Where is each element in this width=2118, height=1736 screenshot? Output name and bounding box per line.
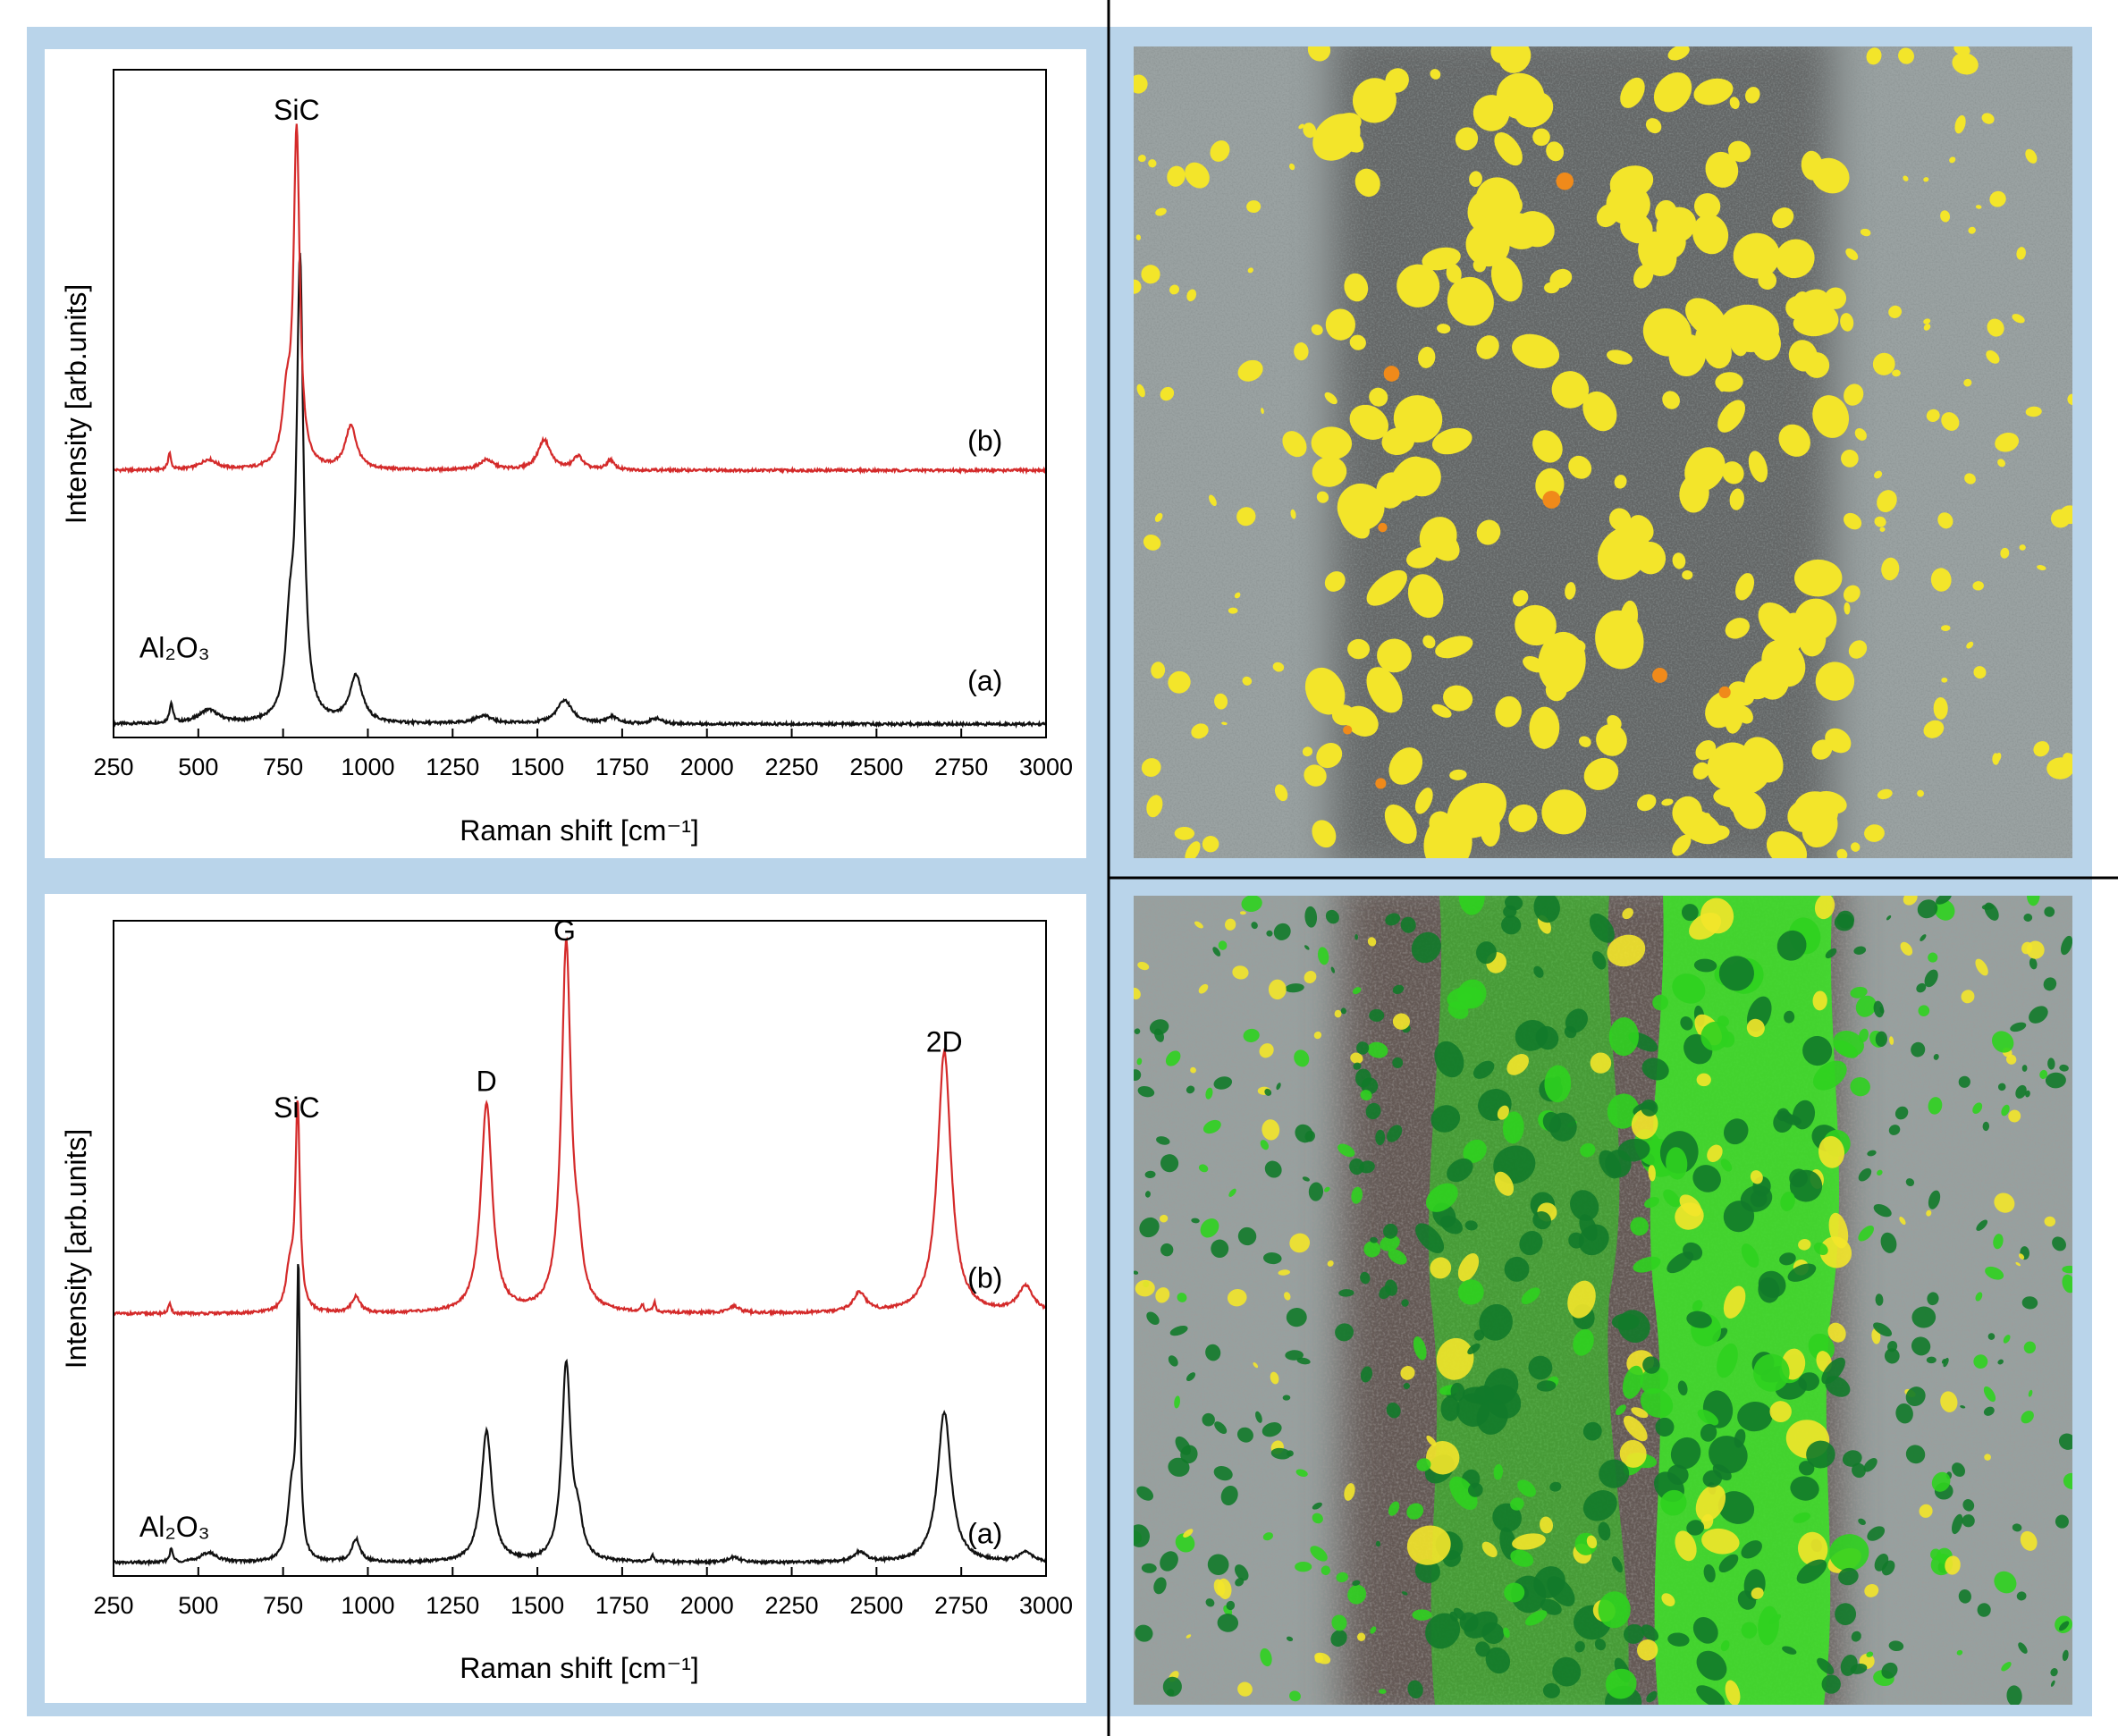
annotation-label: (b) — [967, 1261, 1002, 1294]
x-tick-label: 1750 — [595, 754, 649, 780]
x-tick-label: 250 — [93, 1592, 133, 1619]
x-axis-label: Raman shift [cm⁻¹] — [460, 1652, 699, 1684]
annotation-label: (b) — [967, 425, 1002, 457]
x-tick-label: 1000 — [341, 754, 394, 780]
traces — [112, 123, 1047, 729]
raman-map-top-image — [1134, 46, 2072, 858]
x-tick-label: 1750 — [595, 1592, 649, 1619]
x-ticks: 250 500 750 1000 1250 1500 1750 2000 2250 2500 275… — [93, 729, 1073, 780]
x-tick-label: 1500 — [511, 754, 564, 780]
x-tick-label: 3000 — [1019, 754, 1073, 780]
x-tick-label: 250 — [93, 754, 133, 780]
raman-chart-top: 250 500 750 1000 1250 1500 1750 2000 2250 2500 275… — [60, 69, 1073, 847]
plot-frame — [113, 69, 1047, 738]
x-axis-label: Raman shift [cm⁻¹] — [460, 814, 699, 847]
x-tick-label: 2000 — [680, 754, 734, 780]
x-tick-label: 2250 — [765, 1592, 819, 1619]
x-tick-label: 500 — [178, 1592, 218, 1619]
x-tick-label: 2750 — [934, 1592, 988, 1619]
x-tick-label: 2750 — [934, 754, 988, 780]
x-tick-label: 750 — [263, 1592, 303, 1619]
x-tick-label: 500 — [178, 754, 218, 780]
series-line-b — [112, 936, 1047, 1319]
annotation-label: Al₂O₃ — [139, 1511, 210, 1543]
annotation-label: (a) — [967, 665, 1002, 697]
y-axis-label: Intensity [arb.units] — [60, 1129, 92, 1369]
x-ticks: 250 500 750 1000 1250 1500 1750 2000 2250 2500 275… — [93, 1567, 1073, 1619]
bottom-left-panel-background — [45, 894, 1086, 1703]
raman-map-bottom-image — [1134, 896, 2072, 1705]
series-line-b — [113, 123, 1047, 476]
x-tick-label: 750 — [263, 754, 303, 780]
x-tick-label: 1250 — [426, 754, 479, 780]
x-tick-label: 2500 — [849, 1592, 903, 1619]
y-axis-label: Intensity [arb.units] — [60, 284, 92, 525]
plot-frame — [113, 920, 1047, 1577]
series-line-a — [113, 1263, 1048, 1567]
annotations: SiC Al₂O₃ (b) (a) — [139, 94, 1002, 697]
annotation-label: G — [553, 914, 576, 947]
x-tick-label: 2000 — [680, 1592, 734, 1619]
x-tick-label: 3000 — [1019, 1592, 1073, 1619]
annotation-label: SiC — [274, 1091, 320, 1124]
traces — [112, 936, 1048, 1567]
annotation-label: SiC — [274, 94, 320, 126]
annotations: SiC D G 2D Al₂O₃ (b) (a) — [139, 914, 1002, 1549]
raman-chart-bottom: 250 500 750 1000 1250 1500 1750 2000 2250 2500 275… — [60, 914, 1073, 1684]
x-tick-label: 1000 — [341, 1592, 394, 1619]
x-tick-label: 2500 — [849, 754, 903, 780]
series-line-a — [112, 252, 1047, 729]
annotation-label: Al₂O₃ — [139, 631, 210, 663]
annotation-label: D — [477, 1066, 497, 1098]
x-tick-label: 1250 — [426, 1592, 479, 1619]
x-tick-label: 1500 — [511, 1592, 564, 1619]
annotation-label: 2D — [926, 1026, 963, 1058]
x-tick-label: 2250 — [765, 754, 819, 780]
annotation-label: (a) — [967, 1517, 1002, 1549]
